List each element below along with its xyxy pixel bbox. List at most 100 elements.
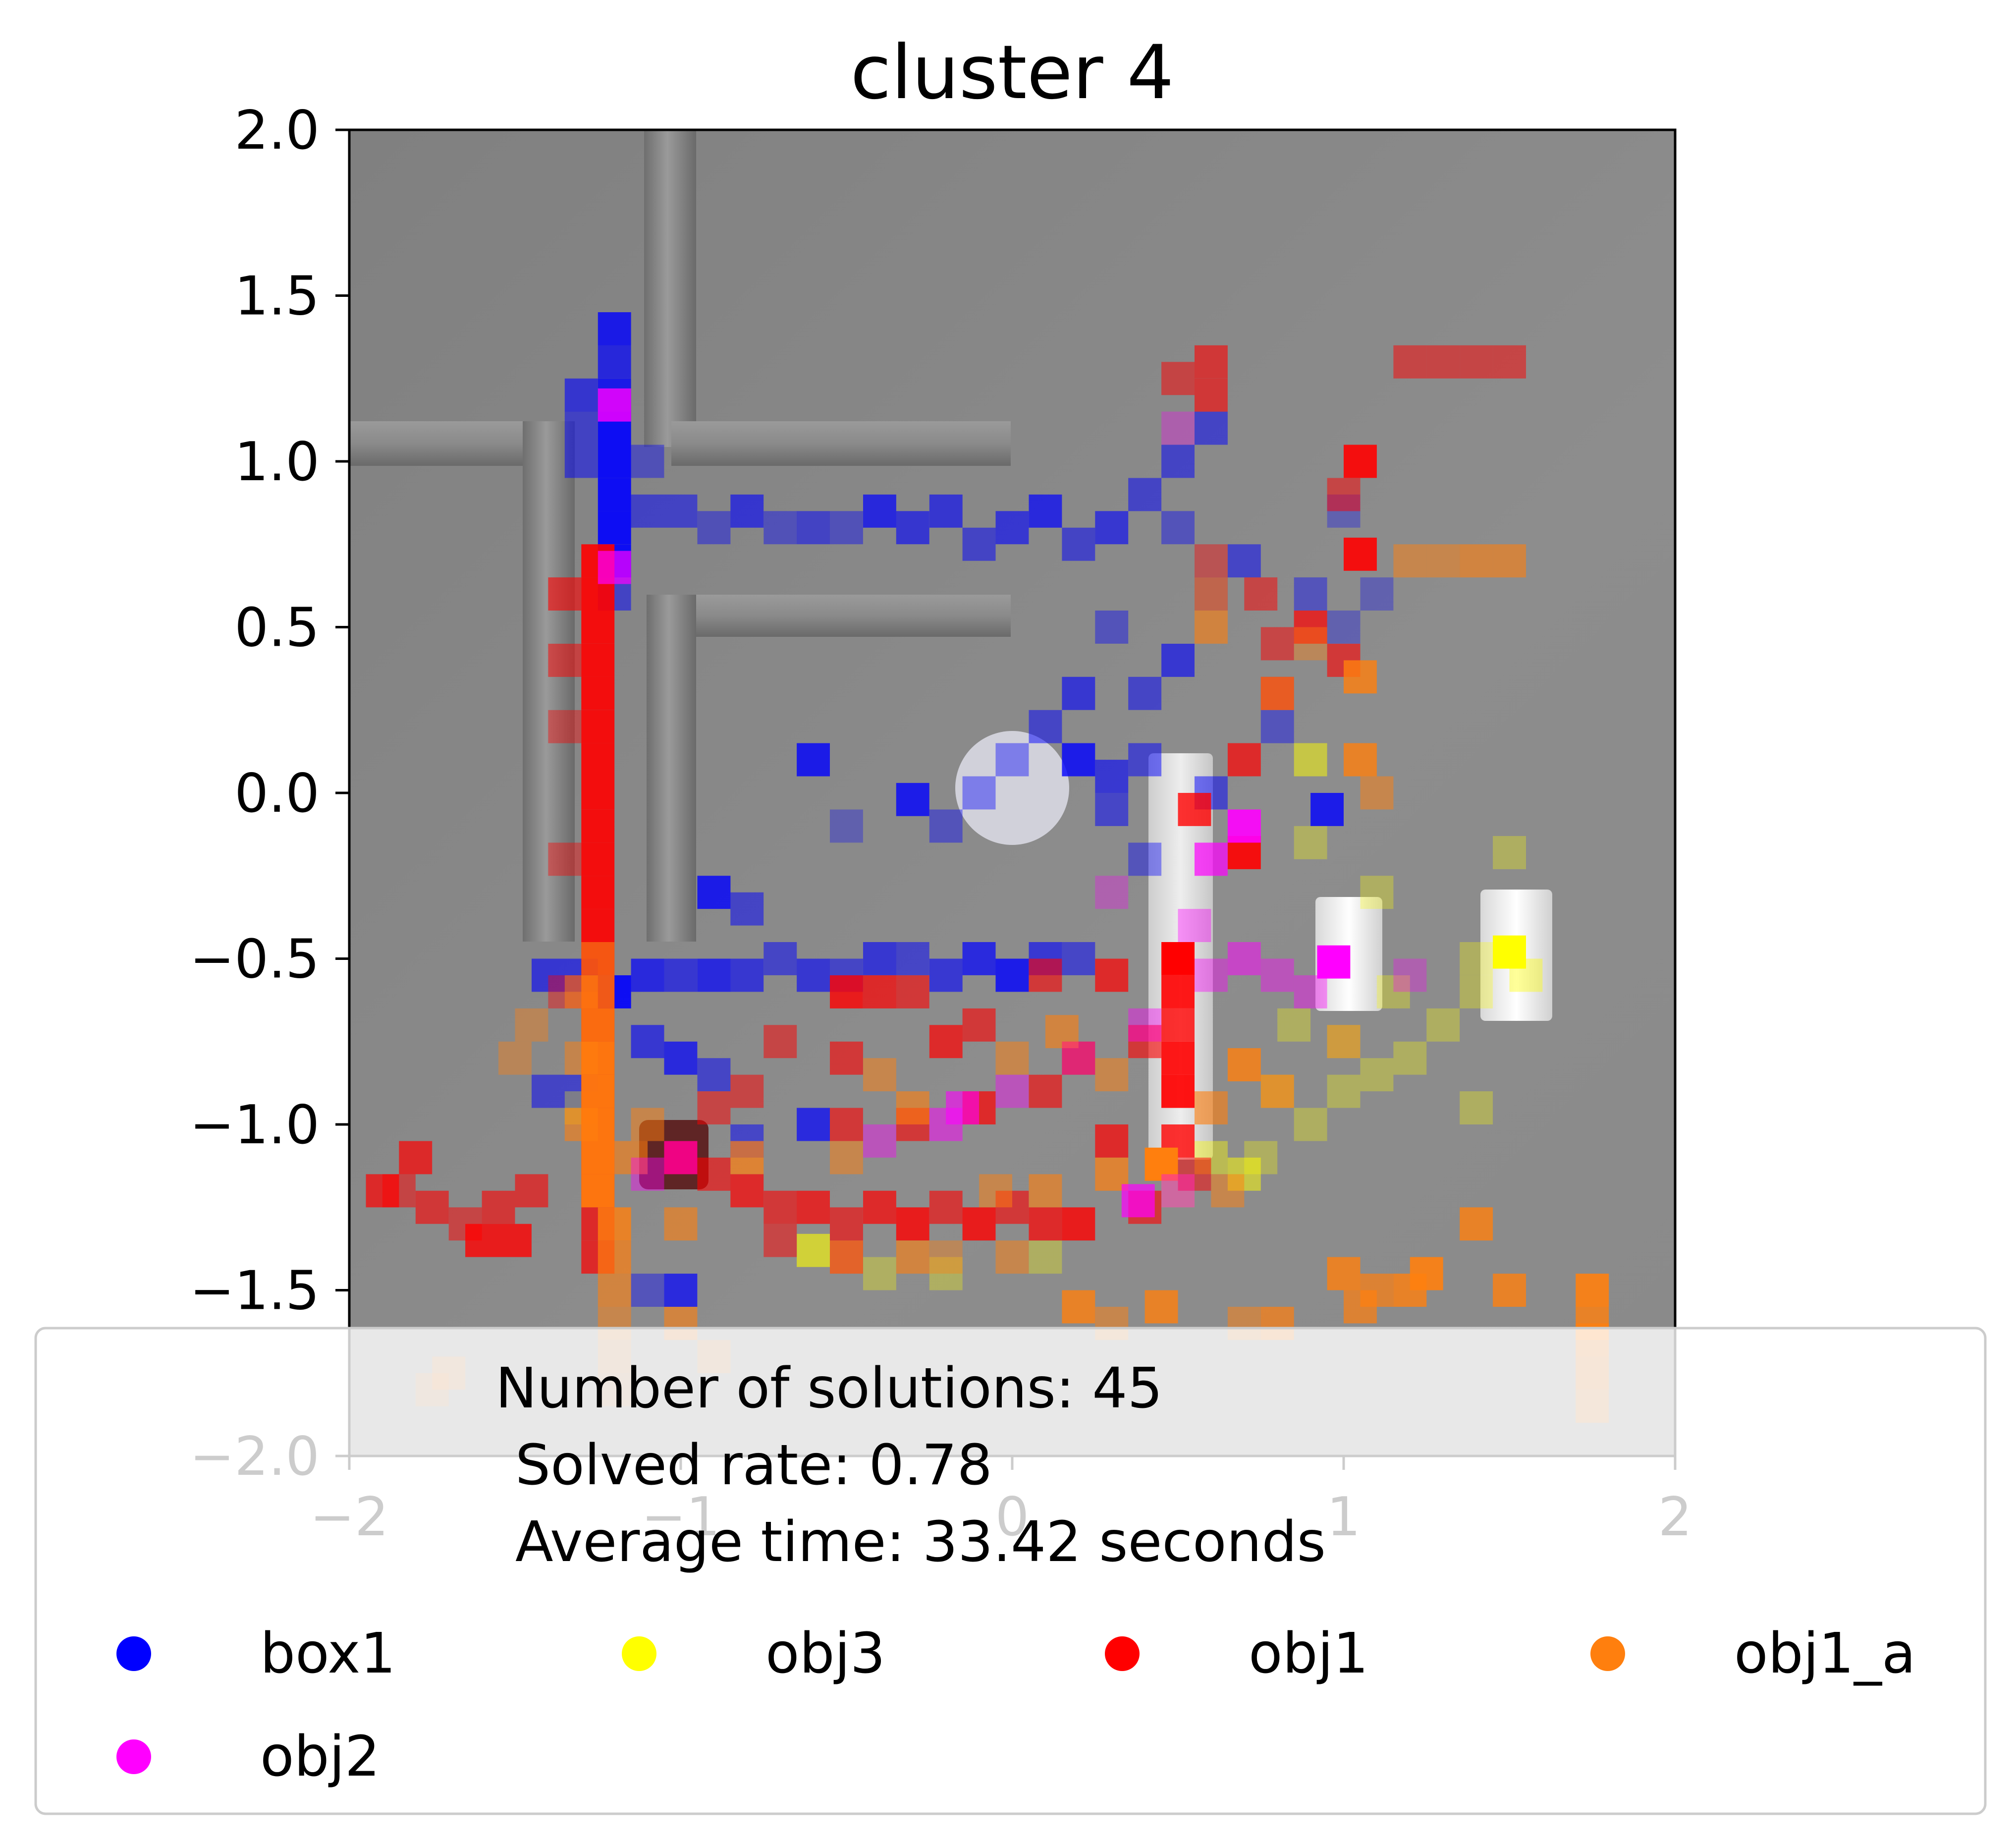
- heat-cell-obj1_a: [995, 1240, 1029, 1274]
- scene-walls: [349, 130, 1011, 942]
- heat-cell-obj1: [1195, 345, 1228, 379]
- heat-cell-obj1_a: [598, 1274, 631, 1307]
- heat-cell-box1: [1062, 676, 1095, 710]
- heat-cell-obj1_a: [1393, 544, 1427, 578]
- legend-label: obj3: [765, 1621, 885, 1686]
- heat-cell-obj1: [581, 809, 615, 843]
- heat-cell-obj1_a: [631, 1108, 664, 1141]
- heat-cell-obj1_a: [1260, 676, 1294, 710]
- heat-cell-obj2: [1128, 1008, 1162, 1042]
- heat-cell-obj1: [581, 876, 615, 909]
- heat-cell-box1: [1360, 577, 1394, 611]
- heat-cell-obj1: [863, 975, 896, 1008]
- y-tick-label: −1.5: [190, 1260, 320, 1322]
- heat-cell-box1: [1260, 710, 1294, 743]
- heat-cell-obj1: [1161, 942, 1195, 975]
- heat-cell-obj1: [1178, 1157, 1211, 1191]
- heat-cell-obj1_a: [1294, 627, 1327, 661]
- heat-cell-box1: [896, 942, 929, 975]
- heat-cell-obj2: [598, 551, 631, 584]
- heat-cell-obj1_a: [979, 1174, 1012, 1208]
- y-tick-label: −0.5: [190, 929, 320, 991]
- heat-cell-obj1: [1260, 627, 1294, 661]
- heat-cell-obj3: [1509, 958, 1543, 992]
- heat-cell-box1: [763, 511, 797, 545]
- heat-cell-box1: [1029, 710, 1062, 743]
- heat-cell-obj1_a: [1344, 743, 1377, 777]
- heat-cell-box1: [730, 494, 764, 528]
- heat-cell-obj1: [581, 676, 615, 710]
- heat-cell-box1: [863, 942, 896, 975]
- heat-cell-obj1_a: [830, 1240, 863, 1274]
- heat-cell-obj1: [465, 1224, 498, 1257]
- heat-cell-obj1: [929, 1025, 963, 1059]
- wall-segment: [647, 595, 696, 942]
- heat-cell-obj2: [1195, 958, 1228, 992]
- heat-cell-obj1_a: [598, 1240, 631, 1274]
- wall-segment: [644, 130, 696, 447]
- heat-cell-box1: [697, 1058, 731, 1092]
- heat-cell-obj1_a: [1260, 1074, 1294, 1108]
- heat-cell-obj1_a: [830, 1141, 863, 1174]
- heat-cell-obj1: [498, 1224, 532, 1257]
- heat-cell-obj1_a: [1227, 1048, 1261, 1081]
- legend-title-line-1: Number of solutions: 45: [495, 1356, 1163, 1421]
- heat-cell-obj1: [830, 1041, 863, 1075]
- heat-cell-obj1: [548, 577, 582, 611]
- heat-cell-obj3: [1393, 1041, 1427, 1075]
- heat-cell-obj1_a: [1211, 1174, 1245, 1208]
- heat-cell-box1: [1310, 793, 1344, 826]
- series-box1: [532, 312, 1394, 1307]
- heat-cell-box1: [532, 1074, 565, 1108]
- heat-cell-obj2: [1260, 958, 1294, 992]
- heat-cell-box1: [995, 743, 1029, 777]
- heat-cell-obj1_a: [1029, 1174, 1062, 1208]
- heat-cell-obj3: [1360, 876, 1394, 909]
- heat-cell-box1: [1062, 743, 1095, 777]
- heat-cell-obj1: [399, 1141, 433, 1174]
- heat-cell-obj1_a: [1045, 1015, 1079, 1049]
- heat-cell-obj1: [1493, 345, 1526, 379]
- heat-cell-box1: [763, 942, 797, 975]
- heat-cell-obj1: [1062, 1207, 1095, 1241]
- heat-cell-obj1: [581, 842, 615, 876]
- heat-cell-obj1: [1161, 1041, 1195, 1075]
- heat-cell-obj1_a: [1426, 544, 1460, 578]
- heat-cell-obj1: [830, 975, 863, 1008]
- heat-cell-box1: [598, 478, 631, 511]
- heat-cell-obj1: [763, 1025, 797, 1059]
- heat-cell-obj1_a: [1195, 611, 1228, 644]
- heat-cell-box1: [797, 511, 830, 545]
- heat-cell-obj3: [1294, 1108, 1327, 1141]
- heat-cell-obj1_a: [598, 1207, 631, 1241]
- heat-cell-obj1: [697, 1157, 731, 1191]
- heat-cell-box1: [1062, 942, 1095, 975]
- wall-segment: [349, 421, 547, 466]
- heat-cell-obj2: [1294, 975, 1327, 1008]
- wall-segment: [523, 421, 575, 942]
- heat-cell-obj1: [548, 842, 582, 876]
- series-obj1_a: [415, 544, 1609, 1423]
- heat-cell-box1: [564, 445, 598, 478]
- heat-cell-obj1: [929, 1190, 963, 1224]
- legend-entry-box1: box1: [116, 1621, 396, 1686]
- heat-cell-obj1_a: [929, 1240, 963, 1274]
- heat-cell-obj1: [1344, 445, 1377, 478]
- heat-cell-box1: [1161, 511, 1195, 545]
- heat-cell-obj1: [763, 1190, 797, 1224]
- heat-cell-obj3: [1460, 975, 1493, 1008]
- heat-cell-box1: [929, 958, 963, 992]
- heat-cell-obj3: [1426, 1008, 1460, 1042]
- heat-cell-obj3: [1460, 942, 1493, 975]
- heat-cell-obj1_a: [896, 1091, 929, 1124]
- heat-cell-box1: [797, 1108, 830, 1141]
- heat-cell-obj1: [763, 1224, 797, 1257]
- heat-cell-box1: [1029, 494, 1062, 528]
- heat-cell-obj1: [697, 1091, 731, 1124]
- heat-cell-obj3: [797, 1233, 830, 1267]
- heat-cell-obj1: [730, 1174, 764, 1208]
- wall-segment: [671, 421, 1011, 466]
- heat-cell-obj1: [1095, 958, 1129, 992]
- heat-cell-box1: [664, 958, 698, 992]
